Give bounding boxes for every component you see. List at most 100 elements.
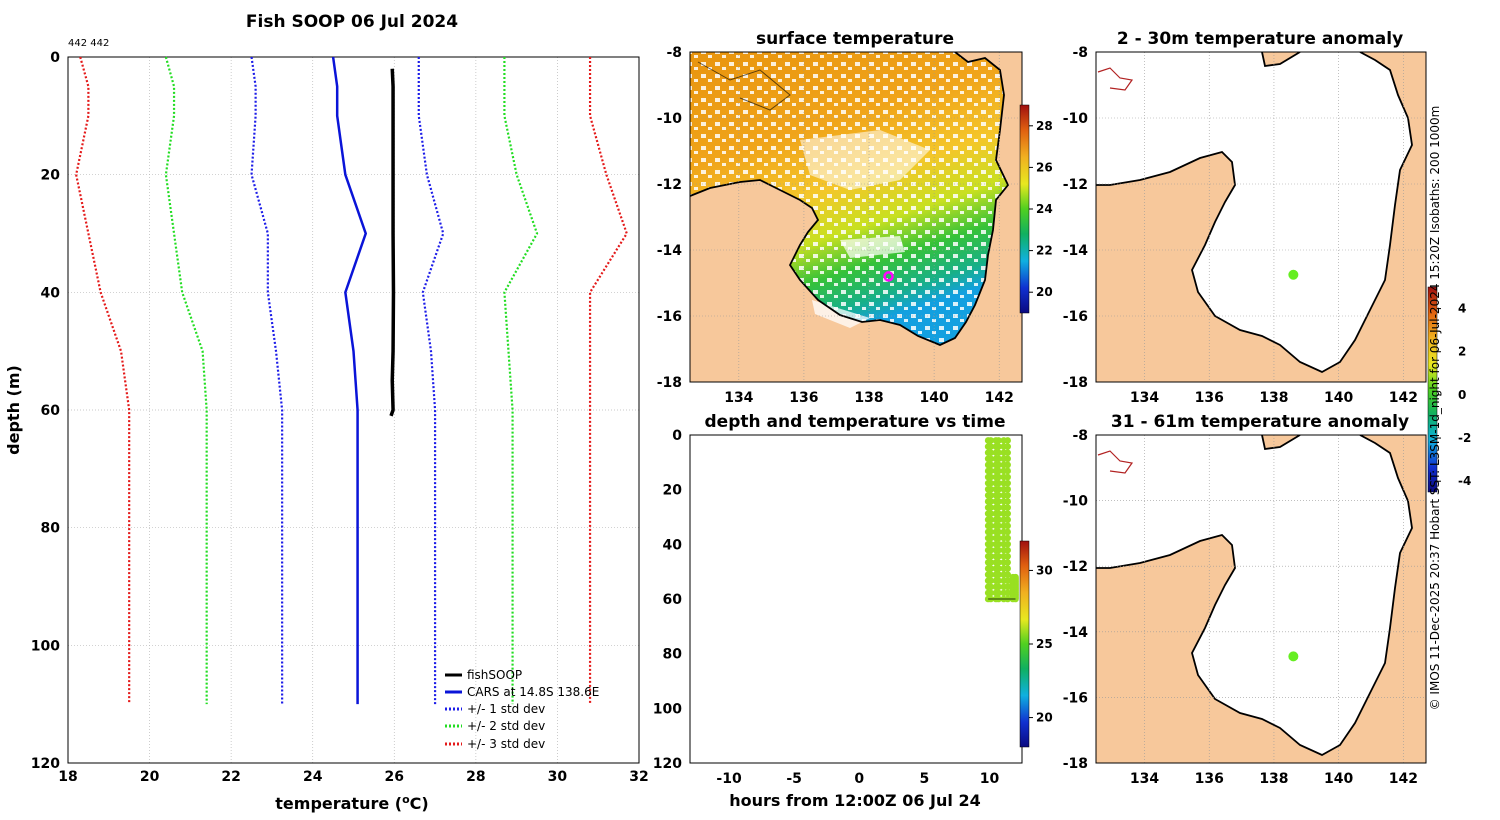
time-plot-point	[987, 522, 995, 530]
time-plot-point	[987, 516, 995, 524]
sst-x-tick: 138	[854, 390, 883, 406]
profile-y-tick: 120	[31, 756, 60, 772]
time-plot-point	[987, 553, 995, 560]
anomaly-colorbar-tick: 2	[1458, 345, 1466, 359]
time-plot-point	[987, 492, 995, 499]
anomaly-bottom-river	[1097, 450, 1134, 474]
time-plot-point	[995, 467, 1002, 475]
sst-y-tick: -14	[657, 243, 683, 259]
sst-x-tick: 134	[724, 390, 753, 406]
anomaly-bottom-map	[1096, 435, 1426, 763]
sst-y-ticks: -8 -10 -12 -14 -16 -18	[657, 45, 683, 391]
profile-x-tick: 18	[58, 769, 77, 785]
anomaly-bottom-x-tick: 136	[1195, 771, 1224, 787]
sst-cloud-patch-3	[812, 300, 870, 328]
anomaly-bottom-x-ticks: 134 136 138 140 142	[1130, 771, 1418, 787]
sst-colorbar-ticks: 28 26 24 22 20	[1029, 119, 1053, 299]
anomaly-top-frame	[1095, 51, 1427, 383]
anomaly-top-y-tick: -18	[1063, 375, 1088, 391]
time-y-tick: 40	[663, 537, 683, 553]
time-plot-point	[987, 534, 995, 542]
anomaly-bottom-panel: 31 - 61m temperature anomaly 134 136 138 14…	[1063, 412, 1427, 787]
profile-x-tick: 20	[140, 769, 160, 785]
profile-series-4	[164, 56, 208, 705]
profile-x-ticks: 18 20 22 24 26 28 30 32	[58, 769, 648, 785]
time-plot-point	[995, 455, 1002, 463]
time-colorbar	[1019, 540, 1030, 748]
anomaly-top-x-tick: 136	[1195, 390, 1224, 406]
profile-legend: fishSOOP CARS at 14.8S 138.6E +/- 1 std …	[445, 668, 599, 751]
time-plot-panel: depth and temperature vs time -10 -5 0 5 10 …	[653, 412, 1053, 810]
time-plot-point	[995, 449, 1002, 456]
profile-series-6	[75, 56, 131, 705]
anomaly-bottom-y-tick: -16	[1063, 690, 1088, 706]
time-y-tick: 80	[663, 647, 683, 663]
time-plot-point	[1004, 437, 1011, 444]
time-plot-point	[1004, 528, 1011, 536]
time-plot-point	[987, 546, 995, 554]
time-plot-point	[1004, 479, 1011, 487]
time-plot-point	[987, 443, 995, 450]
anomaly-top-x-ticks: 134 136 138 140 142	[1130, 390, 1418, 406]
time-plot-point	[995, 461, 1002, 469]
time-plot-point	[995, 473, 1002, 481]
time-plot-point	[995, 443, 1002, 450]
sst-grid	[690, 52, 1022, 382]
anomaly-bottom-x-tick: 140	[1324, 771, 1353, 787]
time-plot-point	[995, 522, 1002, 530]
anomaly-top-river	[1097, 67, 1134, 91]
time-plot-point	[995, 479, 1002, 487]
time-plot-point	[995, 589, 1002, 597]
time-plot-point	[995, 546, 1002, 554]
time-plot-point	[987, 528, 995, 536]
sst-y-tick: -8	[666, 45, 682, 61]
profile-y-tick: 80	[41, 521, 61, 537]
time-plot-point	[987, 504, 995, 511]
profile-y-tick: 0	[50, 50, 60, 66]
sst-cloud-patch	[800, 130, 930, 190]
anomaly-colorbar	[1427, 286, 1438, 493]
anomaly-bottom-title: 31 - 61m temperature anomaly	[1111, 412, 1409, 432]
time-plot-point	[987, 589, 995, 597]
legend-label-cars: CARS at 14.8S 138.6E	[467, 685, 599, 699]
time-plot-point	[995, 492, 1002, 499]
time-plot-point	[1004, 540, 1011, 548]
time-plot-title: depth and temperature vs time	[705, 412, 1006, 432]
time-colorbar-tick: 30	[1036, 563, 1053, 577]
time-plot-point	[995, 571, 1002, 578]
time-plot-point	[995, 565, 1002, 572]
time-plot-point	[995, 516, 1002, 524]
sst-map-title: surface temperature	[756, 29, 954, 49]
time-plot-x-label: hours from 12:00Z 06 Jul 24	[729, 791, 980, 810]
time-plot-point	[987, 455, 995, 463]
anomaly-bottom-y-tick: -8	[1072, 428, 1088, 444]
time-plot-point	[987, 559, 995, 566]
time-plot-point	[1004, 473, 1011, 481]
time-x-tick: 5	[919, 771, 929, 787]
time-plot-point	[1004, 546, 1011, 554]
legend-label-std3: +/- 3 std dev	[467, 737, 545, 751]
sst-colorbar-tick: 22	[1036, 244, 1053, 258]
profile-x-tick: 24	[303, 769, 323, 785]
time-plot-point	[987, 473, 995, 481]
sst-y-tick: -18	[657, 375, 682, 391]
sst-missing-data	[690, 52, 1008, 345]
time-plot-point	[1004, 492, 1011, 499]
time-plot-point	[1004, 485, 1011, 493]
anomaly-top-x-tick: 138	[1259, 390, 1288, 406]
time-plot-point	[1004, 455, 1011, 463]
anomaly-top-x-tick: 134	[1130, 390, 1159, 406]
sst-y-tick: -10	[657, 111, 683, 127]
anomaly-top-coastline	[1096, 52, 1413, 374]
anomaly-top-map	[1096, 52, 1426, 382]
anomaly-bottom-x-tick: 138	[1259, 771, 1288, 787]
anomaly-top-x-tick: 140	[1324, 390, 1353, 406]
anomaly-bottom-y-ticks: -8 -10 -12 -14 -16 -18	[1063, 428, 1089, 772]
time-plot-point	[995, 583, 1002, 591]
anomaly-colorbar-ticks: 4 2 0 -2 -4	[1437, 302, 1471, 488]
time-plot-point	[987, 510, 995, 517]
anomaly-colorbar-tick: -2	[1458, 431, 1471, 445]
time-plot-point	[987, 583, 995, 591]
profile-y-tick: 20	[41, 168, 61, 184]
